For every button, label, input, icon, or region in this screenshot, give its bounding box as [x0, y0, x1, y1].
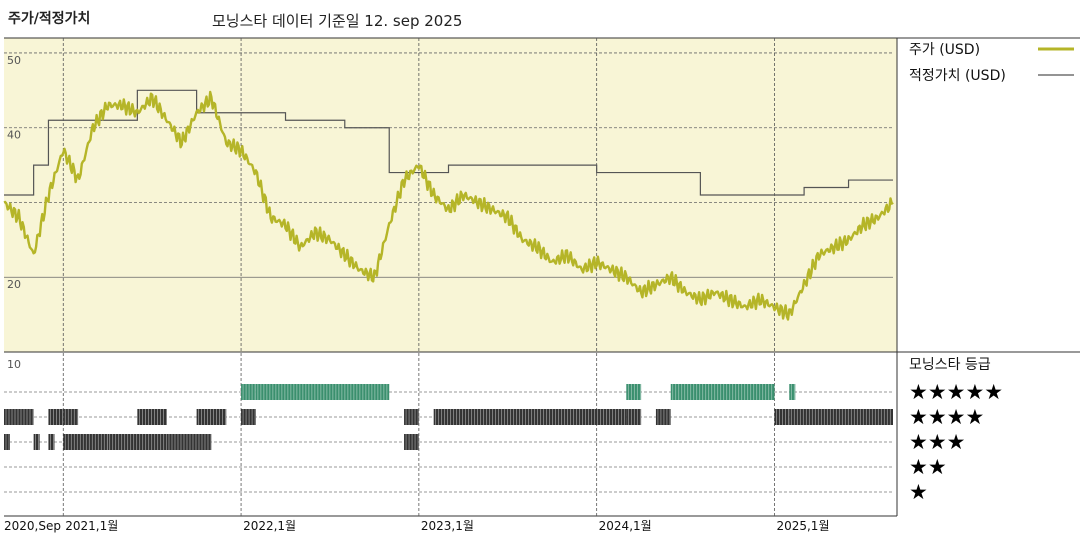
x-tick-labels: 2020,Sep 2021,1월 2022,1월 2023,1월 2024,1월 2025…: [4, 519, 829, 533]
rating-period-bar: [670, 384, 775, 400]
rating-legend-stars: ★★★: [909, 430, 965, 454]
rating-period-bar: [404, 409, 419, 425]
legend-fairvalue-label: 적정가치 (USD): [909, 68, 1006, 84]
rating-period-bar: [33, 434, 40, 450]
rating-legend-title: 모닝스타 등급: [909, 357, 991, 373]
rating-period-bar: [626, 384, 642, 400]
rating-period-bar: [196, 409, 227, 425]
rating-y-tick-label: 10: [7, 358, 21, 371]
x-tick-label: 2022,1월: [243, 519, 296, 533]
rating-period-bar: [166, 434, 212, 450]
y-tick-label: 20: [7, 278, 21, 291]
x-tick-label: 2025,1월: [776, 519, 829, 533]
rating-period-bar: [655, 409, 671, 425]
rating-period-bar: [255, 384, 390, 400]
rating-period-bar: [626, 409, 642, 425]
y-tick-label: 50: [7, 54, 21, 67]
rating-period-bar: [404, 434, 419, 450]
rating-period-bar: [48, 409, 64, 425]
rating-bars: [4, 384, 893, 450]
x-tick-label: 2024,1월: [599, 519, 652, 533]
rating-period-bar: [789, 384, 796, 400]
rating-legend-stars: ★: [909, 480, 928, 504]
rating-period-bar: [789, 409, 893, 425]
rating-period-bar: [241, 384, 256, 400]
chart-title-left: 주가/적정가치: [8, 11, 91, 27]
rating-period-bar: [63, 434, 108, 450]
price-series-line: [3, 90, 894, 321]
rating-period-bar: [241, 409, 256, 425]
rating-period-bar: [63, 409, 79, 425]
rating-legend-stars: ★★★★: [909, 405, 984, 429]
rating-legend-stars: ★★★★★: [909, 380, 1003, 404]
rating-period-bar: [4, 409, 34, 425]
rating-period-bar: [107, 434, 168, 450]
upper-gridlines: [4, 52, 893, 278]
chart-title-center: 모닝스타 데이터 기준일 12. sep 2025: [212, 12, 463, 30]
rating-legend: ★★★★★★★★★★★★★★★: [909, 380, 1003, 504]
y-tick-labels: 20 40 50 10: [7, 54, 21, 371]
y-tick-label: 40: [7, 129, 21, 142]
x-tick-label: 2021,1월: [65, 519, 118, 533]
rating-period-bar: [48, 434, 55, 450]
rating-period-bar: [137, 409, 167, 425]
legend-price-label: 주가 (USD): [909, 42, 980, 58]
x-tick-label: 2020,Sep: [4, 519, 61, 533]
rating-legend-stars: ★★: [909, 455, 947, 479]
x-tick-label: 2023,1월: [421, 519, 474, 533]
fair-value-series-line: [4, 89, 893, 196]
rating-period-bar: [774, 409, 790, 425]
rating-period-bar: [433, 409, 627, 425]
rating-period-bar: [4, 434, 10, 450]
